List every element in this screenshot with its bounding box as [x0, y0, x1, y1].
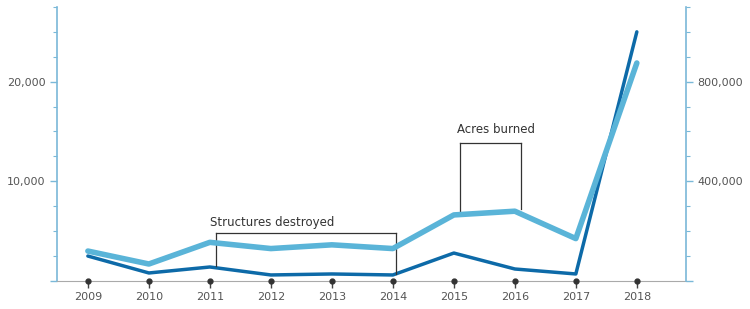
Text: Acres burned: Acres burned: [457, 123, 535, 136]
Text: Structures destroyed: Structures destroyed: [210, 216, 334, 229]
